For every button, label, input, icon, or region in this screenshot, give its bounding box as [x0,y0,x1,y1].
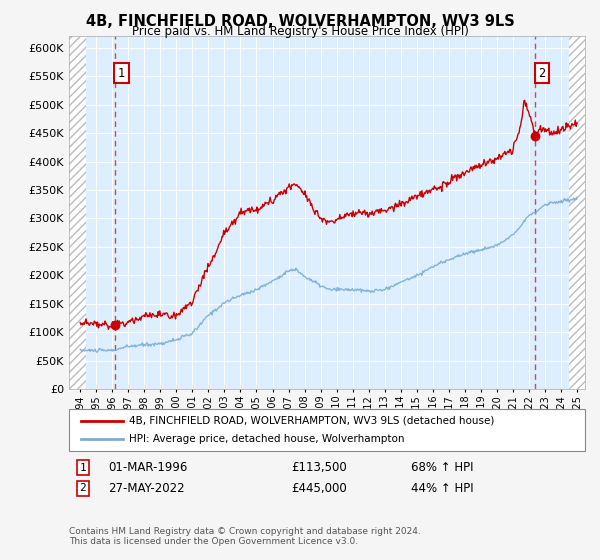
Point [530,132,540,141]
Text: 27-MAY-2022: 27-MAY-2022 [108,482,185,495]
Text: 1: 1 [79,463,86,473]
Text: Contains HM Land Registry data © Crown copyright and database right 2024.
This d: Contains HM Land Registry data © Crown c… [69,526,421,546]
Text: 44% ↑ HPI: 44% ↑ HPI [411,482,473,495]
Text: £445,000: £445,000 [291,482,347,495]
Bar [569,20,588,389]
Text: 4B, FINCHFIELD ROAD, WOLVERHAMPTON, WV3 9LS (detached house): 4B, FINCHFIELD ROAD, WOLVERHAMPTON, WV3 … [129,416,494,426]
Text: 1: 1 [118,67,125,80]
Text: Price paid vs. HM Land Registry's House Price Index (HPI): Price paid vs. HM Land Registry's House … [131,25,469,38]
Bar [69,20,86,389]
Text: £113,500: £113,500 [291,461,347,474]
Text: 2: 2 [79,483,86,493]
Point [110,320,120,329]
Text: 01-MAR-1996: 01-MAR-1996 [108,461,187,474]
Text: 68% ↑ HPI: 68% ↑ HPI [411,461,473,474]
Text: 2: 2 [538,67,545,80]
Text: 4B, FINCHFIELD ROAD, WOLVERHAMPTON, WV3 9LS: 4B, FINCHFIELD ROAD, WOLVERHAMPTON, WV3 … [86,14,514,29]
Text: HPI: Average price, detached house, Wolverhampton: HPI: Average price, detached house, Wolv… [129,434,404,444]
